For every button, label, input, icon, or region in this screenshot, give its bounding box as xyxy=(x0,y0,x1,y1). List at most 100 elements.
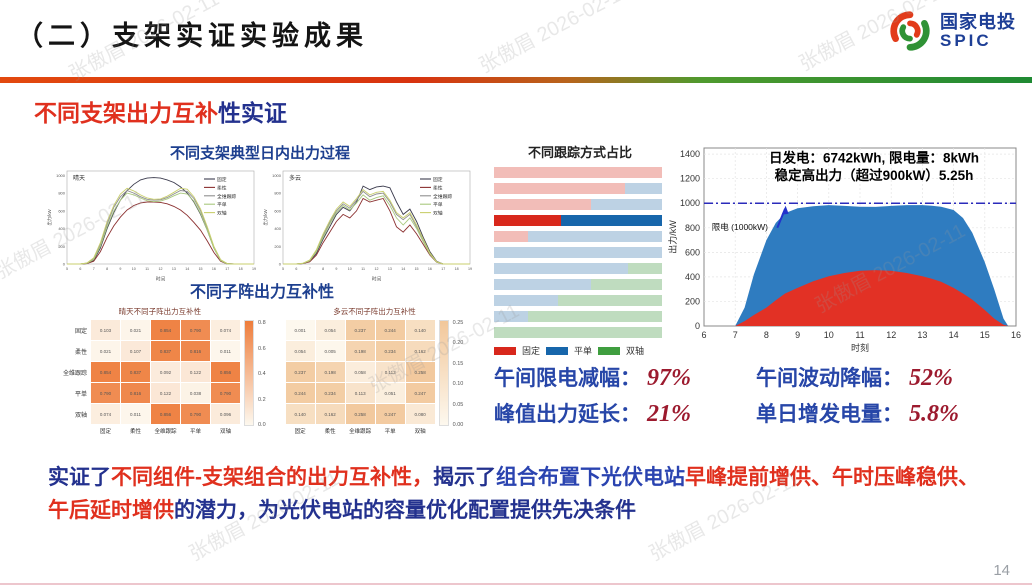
svg-text:1000: 1000 xyxy=(272,173,282,178)
heatmap-cell: 0.054 xyxy=(285,341,315,361)
svg-text:18: 18 xyxy=(455,267,459,271)
conclusion-segment: 实证了 xyxy=(48,466,111,489)
svg-text:600: 600 xyxy=(58,208,65,213)
heatmap-cell: 0.854 xyxy=(151,320,180,340)
conclusion-segment: 不同组件-支架组合的出力互补性， xyxy=(111,466,433,489)
svg-text:7: 7 xyxy=(309,267,311,271)
tracking-mix-row xyxy=(494,231,662,242)
svg-text:400: 400 xyxy=(274,226,281,231)
svg-text:9: 9 xyxy=(119,267,121,271)
stat-peak-extension: 峰值出力延长： 21% xyxy=(494,398,756,428)
svg-text:平单: 平单 xyxy=(217,201,227,208)
line-chart-panel: 0 200 400 600 800 1000 5 6 7 8 9 10 11 12 13 14 15 16 17 18… xyxy=(46,170,256,282)
svg-text:固定: 固定 xyxy=(433,176,443,183)
spic-logo-icon xyxy=(890,11,930,51)
svg-text:19: 19 xyxy=(252,267,256,271)
heatmap-cell: 0.092 xyxy=(151,362,180,382)
svg-text:11: 11 xyxy=(145,267,149,271)
svg-text:19: 19 xyxy=(468,267,472,271)
heatmap-cell: 0.234 xyxy=(375,341,405,361)
svg-text:14: 14 xyxy=(949,330,959,340)
heatmap-cell: 0.234 xyxy=(315,383,345,403)
title-underline xyxy=(0,77,1032,83)
svg-text:7: 7 xyxy=(93,267,95,271)
conclusion-segment: 早峰提前增供、午时压峰稳供、午后延时增供 xyxy=(48,466,979,522)
tracking-mix-bars xyxy=(494,167,662,338)
day-profile-chart: 0 200 400 600 800 1000 1200 1400 6 7 8 9 10 11 12 13 14 1… xyxy=(666,142,1026,354)
heatmap-cell: 0.237 xyxy=(285,362,315,382)
svg-text:5: 5 xyxy=(282,267,284,271)
legend-swatch-dual xyxy=(598,346,621,355)
svg-text:600: 600 xyxy=(685,247,700,257)
heatmap-cell: 0.247 xyxy=(375,404,405,424)
tracking-mix-chart: 不同跟踪方式占比 固定 平单 双轴 xyxy=(494,142,666,357)
heatmap-cell: 0.113 xyxy=(375,362,405,382)
svg-text:出力/kW: 出力/kW xyxy=(262,208,269,225)
svg-text:12: 12 xyxy=(886,330,896,340)
heatmap-cell: 0.011 xyxy=(211,341,240,361)
bottom-edge-line xyxy=(0,583,1032,585)
heatmap-cell: 0.854 xyxy=(91,362,120,382)
svg-text:16: 16 xyxy=(212,267,216,271)
svg-text:400: 400 xyxy=(58,226,65,231)
stat-limit-reduction: 午间限电减幅： 97% xyxy=(494,362,756,392)
heatmap-cell: 0.021 xyxy=(91,341,120,361)
svg-text:8: 8 xyxy=(322,267,324,271)
heatmap-cell: 0.790 xyxy=(211,383,240,403)
svg-text:800: 800 xyxy=(685,223,700,233)
heatmap-cell: 0.790 xyxy=(91,383,120,403)
stat-label: 单日增发电量： xyxy=(756,403,903,426)
svg-text:双轴: 双轴 xyxy=(433,210,443,217)
svg-text:10: 10 xyxy=(132,267,136,271)
stat-label: 峰值出力延长： xyxy=(494,403,641,426)
tracking-mix-row xyxy=(494,199,662,210)
svg-text:11: 11 xyxy=(361,267,365,271)
heatmap-cell: 0.162 xyxy=(315,404,345,424)
stat-value: 52% xyxy=(909,365,953,391)
svg-text:13: 13 xyxy=(172,267,176,271)
svg-text:1000: 1000 xyxy=(680,198,700,208)
svg-text:14: 14 xyxy=(401,267,405,271)
subtitle-part-blue: 性实证 xyxy=(218,100,287,126)
svg-text:12: 12 xyxy=(159,267,163,271)
svg-text:平单: 平单 xyxy=(433,201,443,208)
svg-text:1000: 1000 xyxy=(56,173,66,178)
spic-logo-text: 国家电投 SPIC xyxy=(940,12,1016,50)
tracking-mix-row xyxy=(494,247,662,258)
heatmap-cell: 0.816 xyxy=(181,341,210,361)
watermark: 张傲眉 2026-02-11 xyxy=(475,0,633,78)
tracking-mix-title: 不同跟踪方式占比 xyxy=(527,145,632,160)
svg-text:6: 6 xyxy=(79,267,81,271)
heatmap-cell: 0.790 xyxy=(181,404,210,424)
tracking-legend: 固定 平单 双轴 xyxy=(494,344,666,357)
svg-text:出力/kW: 出力/kW xyxy=(667,220,678,254)
stat-label: 午间限电减幅： xyxy=(494,367,641,390)
daily-output-title: 不同支架典型日内出力过程 xyxy=(169,145,350,162)
heatmap-cell: 0.001 xyxy=(285,320,315,340)
heatmap-cell: 0.856 xyxy=(151,404,180,424)
heatmap-cell: 0.038 xyxy=(181,383,210,403)
heatmap-cell: 0.247 xyxy=(405,383,435,403)
svg-text:15: 15 xyxy=(980,330,990,340)
svg-text:0: 0 xyxy=(279,262,282,267)
svg-text:9: 9 xyxy=(795,330,800,340)
heatmap-cell: 0.096 xyxy=(211,404,240,424)
svg-text:8: 8 xyxy=(106,267,108,271)
svg-text:多云: 多云 xyxy=(289,174,301,182)
line-chart-panel: 0 200 400 600 800 1000 5 6 7 8 9 10 11 12 13 14 15 16 17 18… xyxy=(262,170,472,282)
heatmap-cell: 0.258 xyxy=(345,404,375,424)
heatmap-cell: 0.837 xyxy=(121,362,150,382)
heatmap-cell: 0.856 xyxy=(211,362,240,382)
svg-text:双轴: 双轴 xyxy=(217,210,227,217)
svg-text:13: 13 xyxy=(388,267,392,271)
conclusion-segment: 组合布置下光伏电站 xyxy=(496,466,685,489)
heatmap-cell: 0.162 xyxy=(405,341,435,361)
heatmap-cell: 0.237 xyxy=(345,320,375,340)
svg-text:6: 6 xyxy=(701,330,706,340)
svg-text:400: 400 xyxy=(685,272,700,282)
heatmap-cell: 0.113 xyxy=(345,383,375,403)
tracking-mix-row xyxy=(494,295,662,306)
tracking-mix-row xyxy=(494,311,662,322)
complementarity-heatmaps: 不同子阵出力互补性 晴天不同子阵出力互补性 固定 0.103 0.021 0.854 0.… xyxy=(36,278,488,435)
svg-text:10: 10 xyxy=(824,330,834,340)
